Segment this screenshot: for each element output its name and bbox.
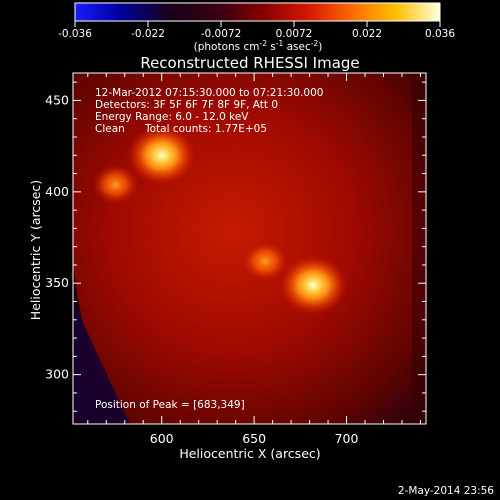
heatmap-image bbox=[73, 73, 426, 424]
x-tick-label: 700 bbox=[335, 431, 359, 446]
x-tick-label: 650 bbox=[242, 431, 266, 446]
y-tick-label: 350 bbox=[45, 275, 69, 290]
colorbar-label: (photons cm-2 s-1 asec-2) bbox=[194, 39, 323, 53]
emission-source bbox=[127, 125, 197, 186]
colorbar-tick-label: -0.036 bbox=[58, 28, 92, 40]
colorbar-tick-label: 0.036 bbox=[425, 28, 455, 40]
colorbar-tick-label: 0.022 bbox=[352, 28, 382, 40]
colorbar bbox=[74, 2, 441, 22]
y-tick-label: 450 bbox=[45, 92, 69, 107]
colorbar-tick-label: 0.0072 bbox=[276, 28, 313, 40]
plot-frame bbox=[72, 72, 427, 425]
colorbar-tick-label: -0.0072 bbox=[201, 28, 242, 40]
chart-title: Reconstructed RHESSI Image bbox=[140, 54, 359, 72]
emission-source bbox=[242, 241, 289, 282]
annotation-detectors: Detectors: 3F 5F 6F 7F 8F 9F, Att 0 bbox=[95, 99, 278, 111]
y-tick-label: 400 bbox=[45, 184, 69, 199]
annotation-energy-range: Energy Range: 6.0 - 12.0 keV bbox=[95, 111, 249, 123]
annotation-total-counts: Total counts: 1.77E+05 bbox=[144, 123, 267, 135]
annotation-peak-position: Position of Peak = [683,349] bbox=[95, 399, 245, 411]
annotation-time-range: 12-Mar-2012 07:15:30.000 to 07:21:30.000 bbox=[95, 87, 323, 99]
emission-source bbox=[278, 255, 348, 316]
annotation-method: Clean bbox=[95, 123, 125, 135]
emission-source bbox=[92, 164, 139, 205]
y-tick-label: 300 bbox=[45, 367, 69, 382]
x-axis: 600 650 700 bbox=[87, 73, 421, 446]
x-axis-label: Heliocentric X (arcsec) bbox=[179, 446, 320, 461]
y-axis: 300 350 400 450 bbox=[45, 81, 426, 412]
colorbar-ticks: -0.036 -0.022 -0.0072 0.0072 0.022 0.036 bbox=[58, 21, 455, 40]
y-axis-label: Heliocentric Y (arcsec) bbox=[28, 180, 43, 320]
x-tick-label: 600 bbox=[150, 431, 174, 446]
colorbar-tick-label: -0.022 bbox=[131, 28, 165, 40]
date-stamp: 2-May-2014 23:56 bbox=[398, 485, 494, 497]
